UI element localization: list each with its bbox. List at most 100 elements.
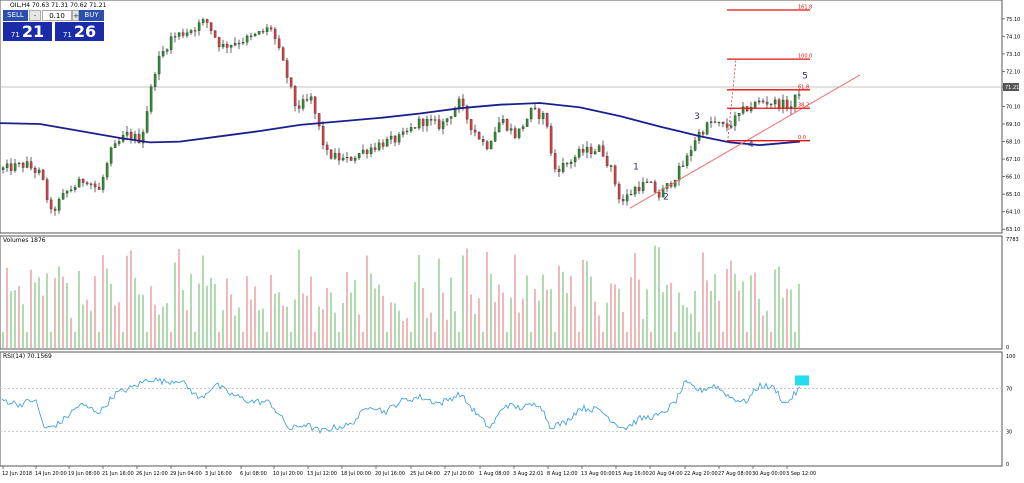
candle-body [585, 146, 589, 153]
time-axis-label: 21 Jun 16:00 [102, 471, 134, 477]
candle-body [241, 42, 245, 44]
candle-body [129, 131, 133, 140]
candle-body [73, 187, 77, 191]
candle-body [753, 101, 757, 108]
candle-body [21, 162, 25, 168]
rsi-tick-label: 70 [1006, 386, 1012, 392]
sell-button[interactable]: SELL [3, 10, 28, 21]
candle-body [5, 163, 9, 168]
candle-body [505, 119, 509, 131]
candle-body [521, 126, 525, 129]
candle-body [281, 47, 285, 61]
price-pane[interactable] [0, 0, 1003, 234]
sell-quote-button[interactable]: 71 21 [3, 22, 52, 41]
buy-quote-pips: 26 [73, 22, 97, 41]
price-tick-label: 75.10 [1006, 17, 1020, 23]
candle-body [157, 55, 161, 75]
candle-body [401, 131, 405, 135]
candle-body [277, 38, 281, 48]
rsi-layer [0, 375, 1002, 435]
candle-body [581, 149, 585, 153]
buy-quote-button[interactable]: 71 26 [55, 22, 104, 41]
candle-body [733, 115, 737, 126]
candle-body [293, 86, 297, 107]
lot-decrease-button[interactable]: - [29, 10, 41, 21]
candle-body [273, 28, 277, 40]
candle-body [393, 135, 397, 143]
time-axis-label: 25 Jul 04:00 [410, 471, 440, 477]
candle-body [181, 32, 185, 36]
candle-body [349, 156, 353, 161]
price-tick-label: 72.10 [1006, 69, 1020, 75]
wave-label: 5 [802, 71, 808, 81]
candle-body [777, 99, 781, 109]
sell-quote-prefix: 71 [10, 31, 20, 39]
fib-anchor-line [727, 59, 737, 139]
candle-body [621, 198, 625, 202]
axis-layer: 75.10 74.10 73.10 72.10 71.21 70.10 69.10 68.10… [2, 17, 1020, 477]
candle-body [289, 77, 293, 87]
candle-body [657, 192, 661, 198]
wave-label: 1 [633, 163, 639, 173]
candle-body [45, 179, 49, 200]
candle-body [177, 32, 181, 37]
candle-body [9, 163, 13, 171]
price-tick-label: 69.10 [1006, 122, 1020, 128]
candle-body [493, 131, 497, 142]
price-tick-label: 73.10 [1006, 52, 1020, 58]
lot-size-input[interactable]: 0.10 [42, 10, 72, 21]
candle-body [441, 121, 445, 129]
candle-body [601, 145, 605, 157]
candle-body [57, 199, 61, 211]
time-axis-label: 29 Jun 04:00 [170, 471, 202, 477]
candle-body [781, 99, 785, 109]
buy-button[interactable]: BUY [79, 10, 104, 21]
candle-body [629, 193, 633, 196]
candle-body [365, 149, 369, 154]
candle-body [737, 113, 741, 116]
sell-quote-pips: 21 [21, 22, 45, 41]
candle-body [369, 147, 373, 154]
candle-body [541, 113, 545, 119]
candle-body [321, 125, 325, 146]
candle-body [765, 101, 769, 105]
candle-body [633, 187, 637, 195]
candle-body [77, 178, 81, 188]
candle-body [649, 181, 653, 183]
candle-body [605, 156, 609, 167]
candle-body [689, 150, 693, 156]
candle-body [341, 157, 345, 161]
candle-body [549, 126, 553, 154]
volume-layer [2, 245, 800, 348]
candle-body [37, 169, 41, 173]
time-axis-label: 3 Sep 12:00 [786, 471, 816, 477]
candle-body [729, 125, 733, 128]
candle-body [333, 152, 337, 159]
candle-body [165, 49, 169, 52]
candle-body [193, 30, 197, 32]
candle-body [81, 178, 85, 183]
volume-tick-label: 7783 [1006, 237, 1019, 243]
time-axis-label: 3 Aug 22:01 [513, 471, 544, 477]
candle-body [573, 156, 577, 163]
time-axis-label: 30 Aug 00:00 [752, 471, 786, 477]
candle-body [613, 165, 617, 185]
candle-body [509, 128, 513, 131]
candle-body [161, 51, 165, 57]
candle-body [1, 167, 5, 170]
fib-level-label: 100.0 [798, 54, 812, 60]
candle-body [109, 147, 113, 164]
candle-body [285, 60, 289, 78]
time-axis-label: 1 Aug 08:00 [479, 471, 510, 477]
candle-body [769, 103, 773, 105]
volume-pane[interactable] [0, 235, 1003, 350]
candle-body [201, 19, 205, 23]
time-axis-label: 18 Jul 00:00 [341, 471, 371, 477]
candle-body [489, 141, 493, 150]
lot-increase-button[interactable]: + [72, 10, 79, 21]
rsi-pane[interactable] [0, 351, 1003, 467]
candle-body [673, 180, 677, 187]
wave-label: 3 [694, 112, 700, 122]
